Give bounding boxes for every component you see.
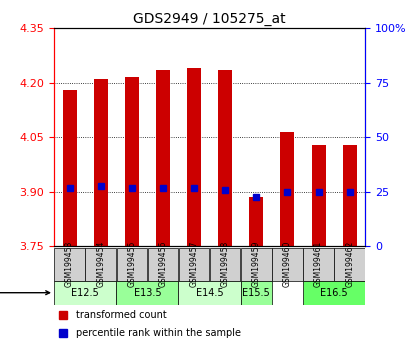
Text: E12.5: E12.5 bbox=[71, 288, 99, 298]
Text: GSM199462: GSM199462 bbox=[345, 241, 354, 287]
Text: E14.5: E14.5 bbox=[196, 288, 223, 298]
FancyBboxPatch shape bbox=[85, 248, 116, 281]
Text: GSM199459: GSM199459 bbox=[252, 241, 261, 287]
Text: percentile rank within the sample: percentile rank within the sample bbox=[76, 327, 241, 337]
Bar bbox=[156, 70, 170, 246]
FancyBboxPatch shape bbox=[178, 281, 241, 304]
FancyBboxPatch shape bbox=[334, 248, 365, 281]
Text: GSM199460: GSM199460 bbox=[283, 241, 292, 287]
Title: GDS2949 / 105275_at: GDS2949 / 105275_at bbox=[133, 12, 286, 26]
FancyBboxPatch shape bbox=[148, 248, 178, 281]
Bar bbox=[125, 78, 139, 246]
Bar bbox=[187, 68, 201, 246]
Text: GSM199455: GSM199455 bbox=[127, 241, 136, 287]
FancyBboxPatch shape bbox=[54, 248, 85, 281]
Text: E16.5: E16.5 bbox=[320, 288, 348, 298]
FancyBboxPatch shape bbox=[210, 248, 240, 281]
Bar bbox=[312, 145, 325, 246]
FancyBboxPatch shape bbox=[241, 248, 271, 281]
Text: transformed count: transformed count bbox=[76, 310, 166, 320]
FancyBboxPatch shape bbox=[117, 248, 147, 281]
Text: GSM199453: GSM199453 bbox=[65, 241, 74, 287]
Bar bbox=[94, 79, 107, 246]
Bar bbox=[343, 145, 356, 246]
Text: GSM199458: GSM199458 bbox=[221, 241, 229, 287]
Text: age: age bbox=[0, 288, 50, 298]
Bar bbox=[281, 132, 294, 246]
Text: E15.5: E15.5 bbox=[242, 288, 270, 298]
FancyBboxPatch shape bbox=[116, 281, 178, 304]
FancyBboxPatch shape bbox=[179, 248, 209, 281]
FancyBboxPatch shape bbox=[303, 248, 334, 281]
Text: E13.5: E13.5 bbox=[134, 288, 161, 298]
FancyBboxPatch shape bbox=[241, 281, 272, 304]
Text: GSM199456: GSM199456 bbox=[159, 241, 167, 287]
FancyBboxPatch shape bbox=[303, 281, 365, 304]
Bar bbox=[249, 198, 263, 246]
Text: GSM199461: GSM199461 bbox=[314, 241, 323, 287]
Bar bbox=[63, 90, 76, 246]
FancyBboxPatch shape bbox=[272, 248, 303, 281]
Bar bbox=[218, 70, 232, 246]
Text: GSM199454: GSM199454 bbox=[96, 241, 105, 287]
Text: GSM199457: GSM199457 bbox=[190, 241, 198, 287]
FancyBboxPatch shape bbox=[54, 281, 116, 304]
